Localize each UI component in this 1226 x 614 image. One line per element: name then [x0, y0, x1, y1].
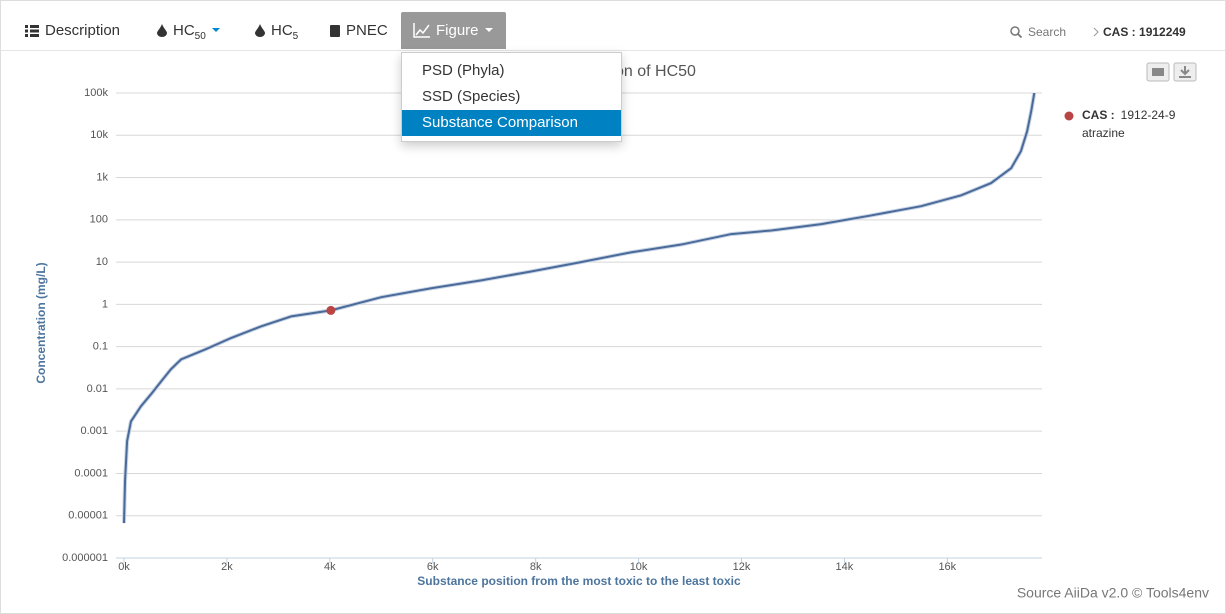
search[interactable]: Search	[1010, 25, 1102, 39]
y-tick-label: 0.1	[93, 341, 108, 353]
dropdown-item[interactable]: Substance Comparison	[402, 110, 621, 136]
x-tick-label: 0k	[118, 561, 130, 573]
x-tick-label: 6k	[427, 561, 439, 573]
y-tick-label: 10k	[90, 129, 108, 141]
nav-label: Description	[45, 22, 121, 39]
cas-id: CAS : 1912249	[1103, 25, 1186, 39]
y-tick-label: 0.01	[87, 383, 108, 395]
figure-dropdown: PSD (Phyla) SSD (Species) Substance Comp…	[401, 52, 622, 142]
nav-label: HC	[271, 22, 293, 39]
y-axis-label: Concentration (mg/L)	[34, 262, 48, 383]
x-tick-label: 10k	[630, 561, 648, 573]
y-tick-label: 100	[90, 214, 108, 226]
x-tick-label: 4k	[324, 561, 336, 573]
legend-cas: 1912-24-9	[1121, 108, 1176, 122]
footer: Source AiiDa v2.0 © Tools4env	[1017, 585, 1209, 601]
y-tick-label: 1k	[96, 171, 108, 183]
highlight-point	[326, 305, 336, 315]
x-tick-label: 12k	[733, 561, 751, 573]
nav-hc5[interactable]: HC5	[255, 12, 298, 49]
y-tick-label: 0.0001	[74, 467, 108, 479]
series-line	[123, 92, 1036, 524]
y-tick-label: 0.00001	[68, 510, 108, 522]
legend-name: atrazine	[1082, 126, 1125, 140]
y-tick-label: 1	[102, 298, 108, 310]
x-tick-label: 2k	[221, 561, 233, 573]
nav-description[interactable]: Description	[25, 12, 120, 49]
nav-label: Figure	[436, 22, 479, 39]
legend-cas-label: CAS :	[1082, 108, 1115, 122]
y-tick-label: 100k	[84, 87, 108, 99]
nav-hc50[interactable]: HC50	[157, 12, 221, 49]
nav-sub: 5	[292, 31, 299, 42]
print-icon	[1152, 68, 1164, 76]
nav-figure[interactable]: Figure	[401, 12, 506, 49]
y-tick-label: 0.001	[80, 425, 108, 437]
cas-label: CAS :	[1103, 25, 1136, 39]
x-tick-label: 16k	[938, 561, 956, 573]
legend-label: CAS : 1912-24-9	[1082, 108, 1176, 122]
x-tick-label: 8k	[530, 561, 542, 573]
dropdown-item[interactable]: SSD (Species)	[422, 88, 521, 105]
download-icon	[1179, 66, 1191, 78]
legend-marker	[1064, 111, 1074, 121]
y-tick-label: 0.000001	[62, 552, 108, 564]
search-label: Search	[1028, 25, 1067, 39]
dropdown-item[interactable]: PSD (Phyla)	[422, 62, 505, 79]
nav-sub: 50	[194, 31, 206, 42]
x-tick-label: 14k	[836, 561, 854, 573]
nav-label: PNEC	[346, 22, 388, 39]
series-line-shadow	[122, 92, 1037, 524]
nav-label: HC	[173, 22, 195, 39]
cas-value: 1912249	[1139, 25, 1186, 39]
nav-bar: Description HC50 HC5 PNEC Figure Search …	[1, 1, 1225, 51]
nav-pnec[interactable]: PNEC	[330, 12, 388, 49]
x-axis-label: Substance position from the most toxic t…	[417, 574, 741, 588]
y-tick-label: 10	[96, 256, 108, 268]
